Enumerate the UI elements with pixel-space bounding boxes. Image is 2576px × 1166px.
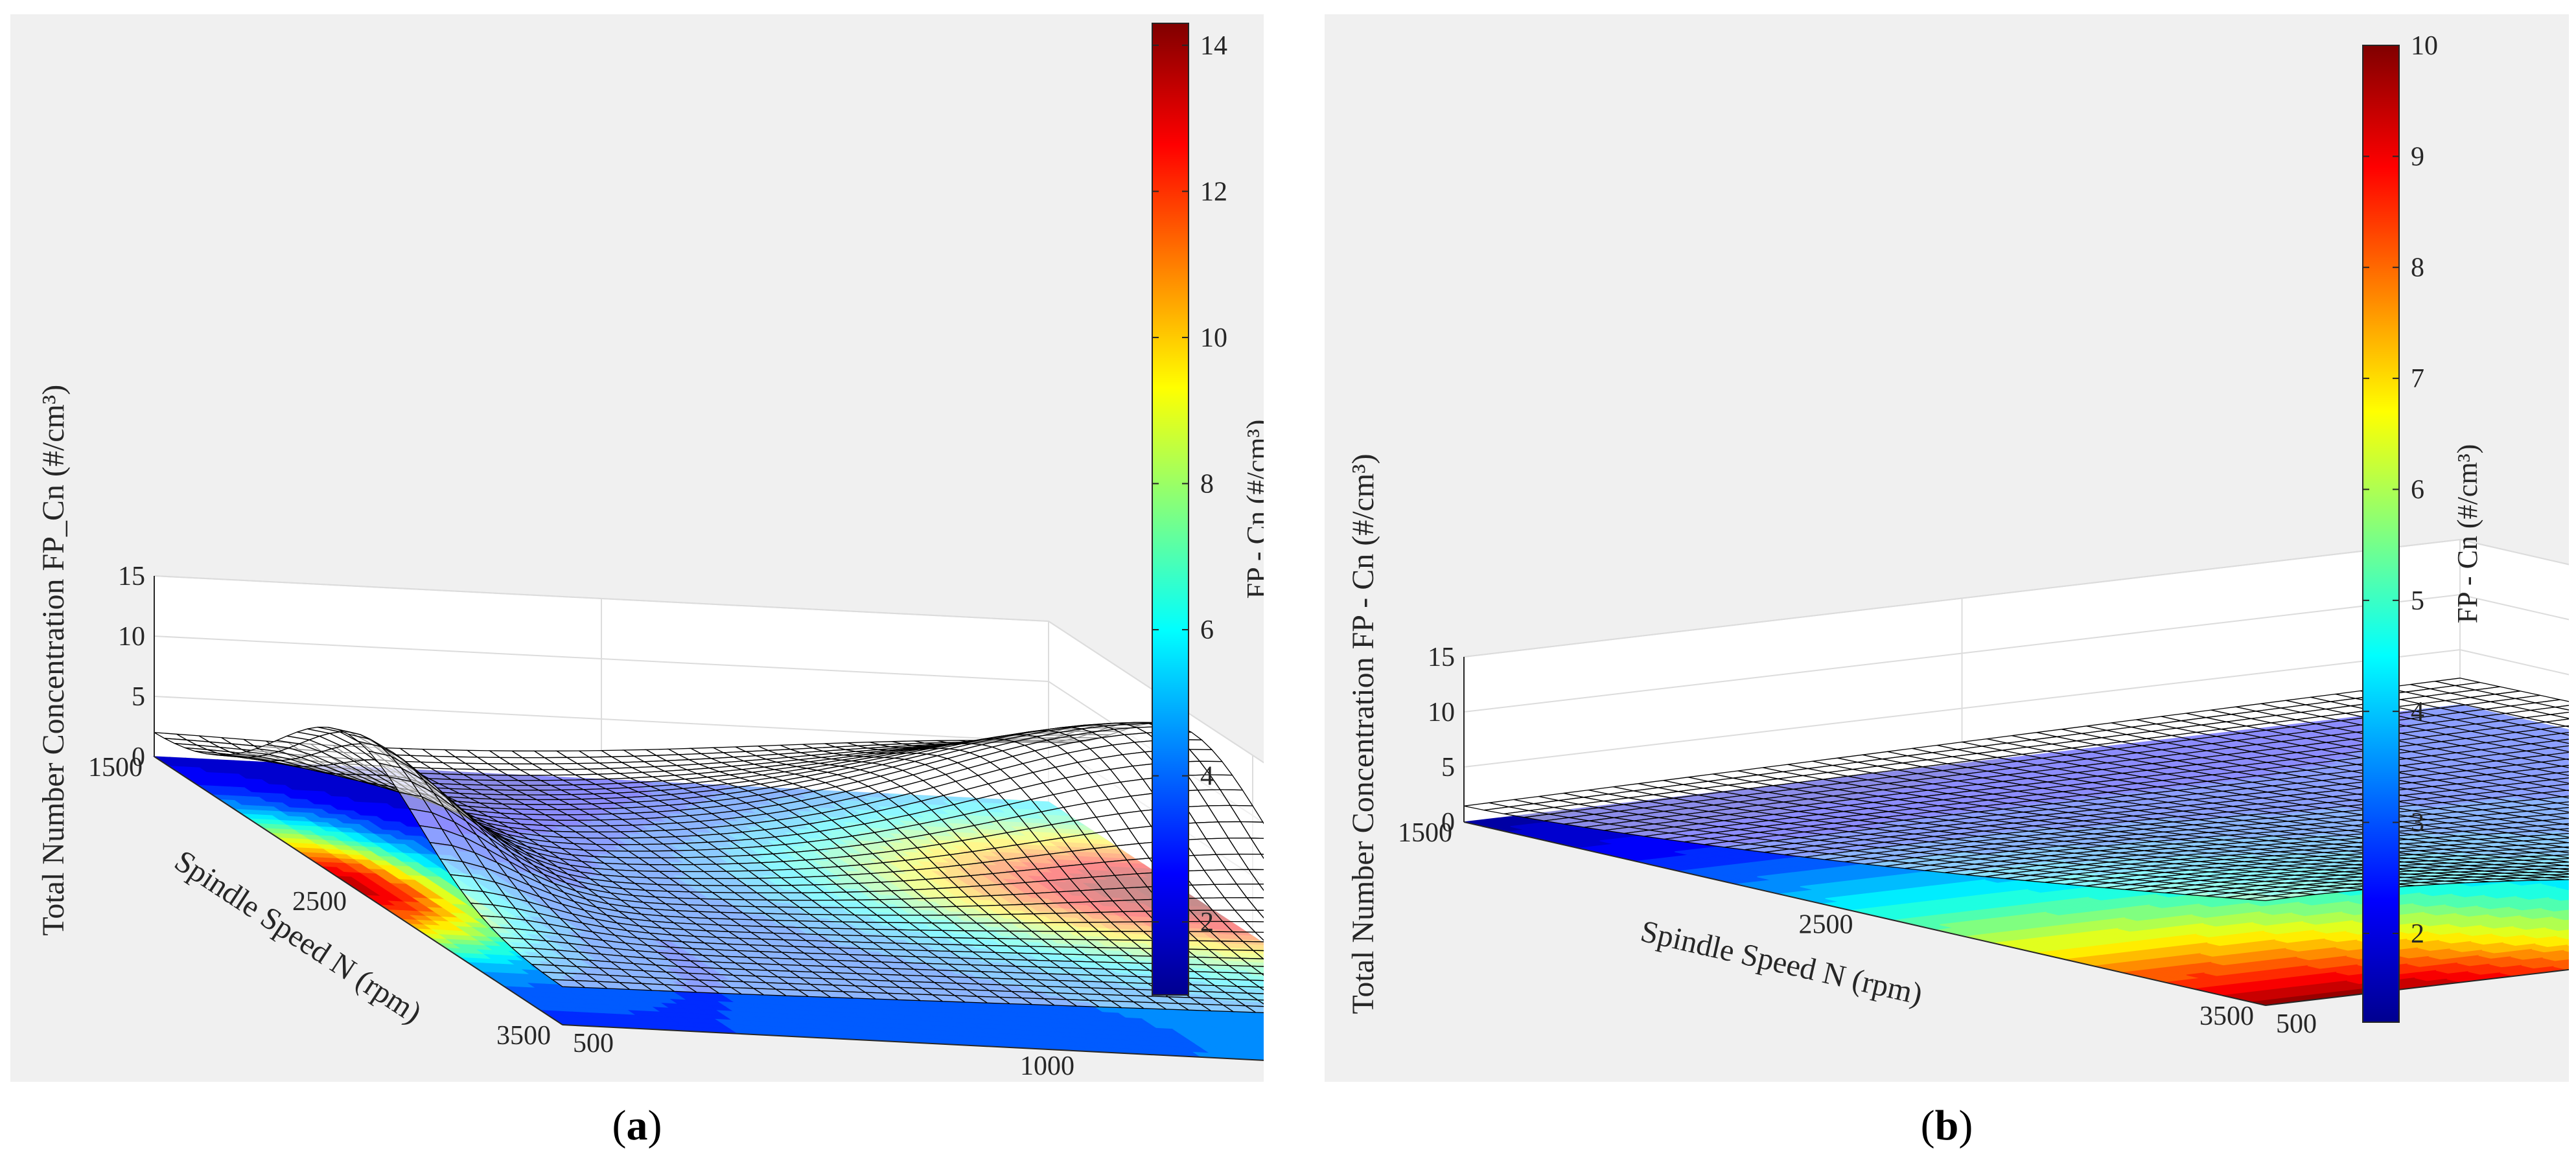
colorbar-tick-label: 8 [1200,470,1214,499]
box-top-edge [154,575,1264,764]
contour-cell [1249,1050,1264,1057]
z-tick-label: 10 [118,622,145,652]
contour-cell [1243,1036,1264,1044]
z-tick-label: 0 [132,742,145,772]
mesh-surface [154,722,1264,1013]
x-tick-label: 1500 [88,753,143,783]
contour-cell [1250,1041,1264,1048]
contour-cell [1259,1037,1264,1041]
mesh-cell [551,979,586,989]
contour-cell [1251,1033,1264,1039]
colorbar-tick-label: 2 [1200,908,1214,937]
colorbar-tick-label: 12 [1200,177,1227,207]
colorbar-title: FP - Cn (#/cm³) [1241,420,1264,599]
contour-cell [1244,1028,1264,1035]
surface-plot-a: 15002500350050010001500051015Spindle Spe… [36,23,1264,1081]
x-tick-label: 2500 [292,887,347,917]
figure-panel-b: 15002500350050010001500051015Spindle Spe… [1325,14,2569,1082]
contour-cell [1253,1023,1264,1030]
contour-cell [1255,1015,1264,1022]
contour-cell [1260,1029,1264,1031]
x-tick-label: 3500 [496,1021,551,1051]
colorbar [1152,23,1189,996]
colorbar-tick-label: 14 [1200,31,1227,61]
colorbar-tick-label: 10 [1200,323,1227,353]
colorbar-tick-label: 4 [1200,762,1214,792]
contour-cell [1246,1019,1264,1025]
back-wall-right [2460,540,2569,730]
z-tick-label: 15 [118,562,145,591]
y-axis-line [562,1024,1264,1061]
box-top-edge [1463,538,2569,657]
contour-cell [1256,1055,1264,1060]
x-axis-line [154,756,563,1025]
colorbar-tick-label: 6 [1200,615,1214,645]
y-tick-label: 1000 [1020,1051,1074,1081]
figure-panel-a: 15002500350050010001500051015Spindle Spe… [10,14,1264,1082]
z-tick-label: 5 [132,682,145,712]
y-tick-label: 500 [573,1029,614,1058]
surface-plot-b: 15002500350050010001500051015Spindle Spe… [1346,31,2569,1039]
z-axis-title: Total Number Concentration FP_Cn (#/cm³) [36,385,71,936]
contour-cell [1242,1046,1264,1052]
contour-cell [1258,1046,1264,1051]
